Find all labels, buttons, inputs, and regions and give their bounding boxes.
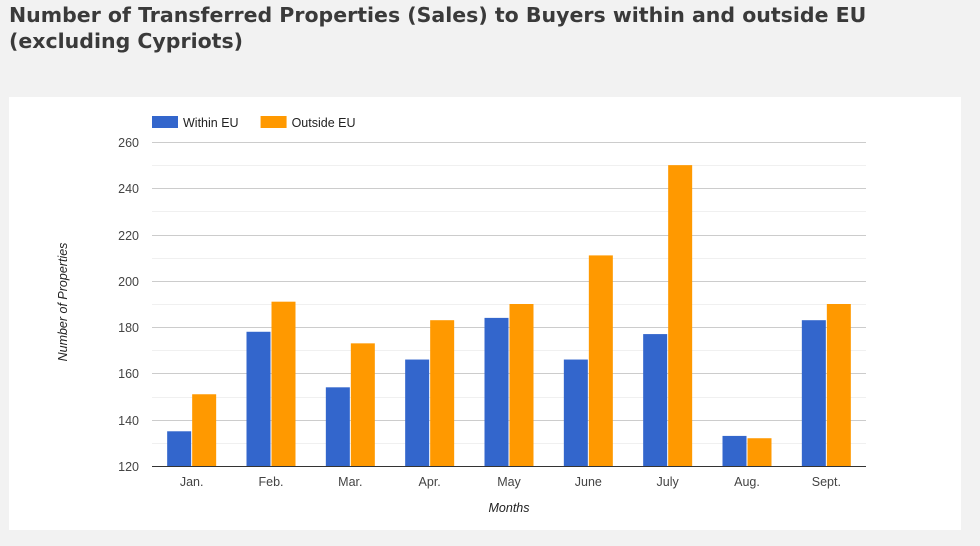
bar-outside-eu bbox=[747, 438, 772, 466]
bar-outside-eu bbox=[271, 301, 296, 466]
bar-within-eu bbox=[325, 387, 350, 466]
x-tick-label: Aug. bbox=[734, 475, 760, 489]
x-tick-label: May bbox=[497, 475, 521, 489]
x-tick-label: Apr. bbox=[419, 475, 441, 489]
bar-outside-eu bbox=[350, 343, 375, 466]
legend-swatch bbox=[260, 116, 287, 128]
x-tick-label: Feb. bbox=[258, 475, 283, 489]
bar-chart: 120 140 160 180 200 220 240 260 Jan. Feb. Mar. Apr… bbox=[56, 116, 866, 515]
bar-within-eu bbox=[484, 317, 509, 466]
bar-within-eu bbox=[405, 359, 430, 466]
y-tick-label: 240 bbox=[118, 182, 139, 196]
y-axis-title: Number of Properties bbox=[56, 243, 70, 362]
x-tick-label: Mar. bbox=[338, 475, 362, 489]
y-tick-labels: 120 140 160 180 200 220 240 260 bbox=[118, 136, 139, 474]
bar-outside-eu bbox=[826, 304, 851, 466]
y-tick-label: 260 bbox=[118, 136, 139, 150]
bar-within-eu bbox=[563, 359, 588, 466]
x-tick-label: Sept. bbox=[812, 475, 841, 489]
bar-within-eu bbox=[801, 320, 826, 466]
y-tick-label: 180 bbox=[118, 321, 139, 335]
bar-outside-eu bbox=[430, 320, 455, 466]
x-tick-label: Jan. bbox=[180, 475, 204, 489]
bar-outside-eu bbox=[192, 394, 217, 466]
bar-outside-eu bbox=[668, 165, 693, 466]
chart-card: 120 140 160 180 200 220 240 260 Jan. Feb. Mar. Apr… bbox=[9, 97, 961, 530]
bar-within-eu bbox=[722, 435, 747, 466]
bar-outside-eu bbox=[509, 304, 534, 466]
legend-swatch bbox=[152, 116, 178, 128]
major-gridlines bbox=[152, 142, 866, 421]
bar-outside-eu bbox=[588, 255, 613, 466]
x-tick-label: July bbox=[657, 475, 680, 489]
y-tick-label: 120 bbox=[118, 460, 139, 474]
x-axis-title: Months bbox=[489, 501, 530, 515]
y-tick-label: 160 bbox=[118, 367, 139, 381]
bar-within-eu bbox=[167, 431, 192, 466]
y-tick-label: 200 bbox=[118, 275, 139, 289]
page-title: Number of Transferred Properties (Sales)… bbox=[9, 3, 867, 53]
x-tick-label: June bbox=[575, 475, 602, 489]
bars bbox=[167, 165, 851, 466]
legend-label: Within EU bbox=[183, 116, 239, 130]
legend-label: Outside EU bbox=[292, 116, 356, 130]
minor-gridlines bbox=[152, 165, 866, 444]
x-tick-labels: Jan. Feb. Mar. Apr. May June July Aug. Sept. bbox=[180, 475, 841, 489]
bar-within-eu bbox=[246, 331, 271, 466]
legend: Within EU Outside EU bbox=[152, 116, 356, 130]
y-tick-label: 220 bbox=[118, 229, 139, 243]
y-tick-label: 140 bbox=[118, 414, 139, 428]
bar-within-eu bbox=[643, 334, 668, 466]
